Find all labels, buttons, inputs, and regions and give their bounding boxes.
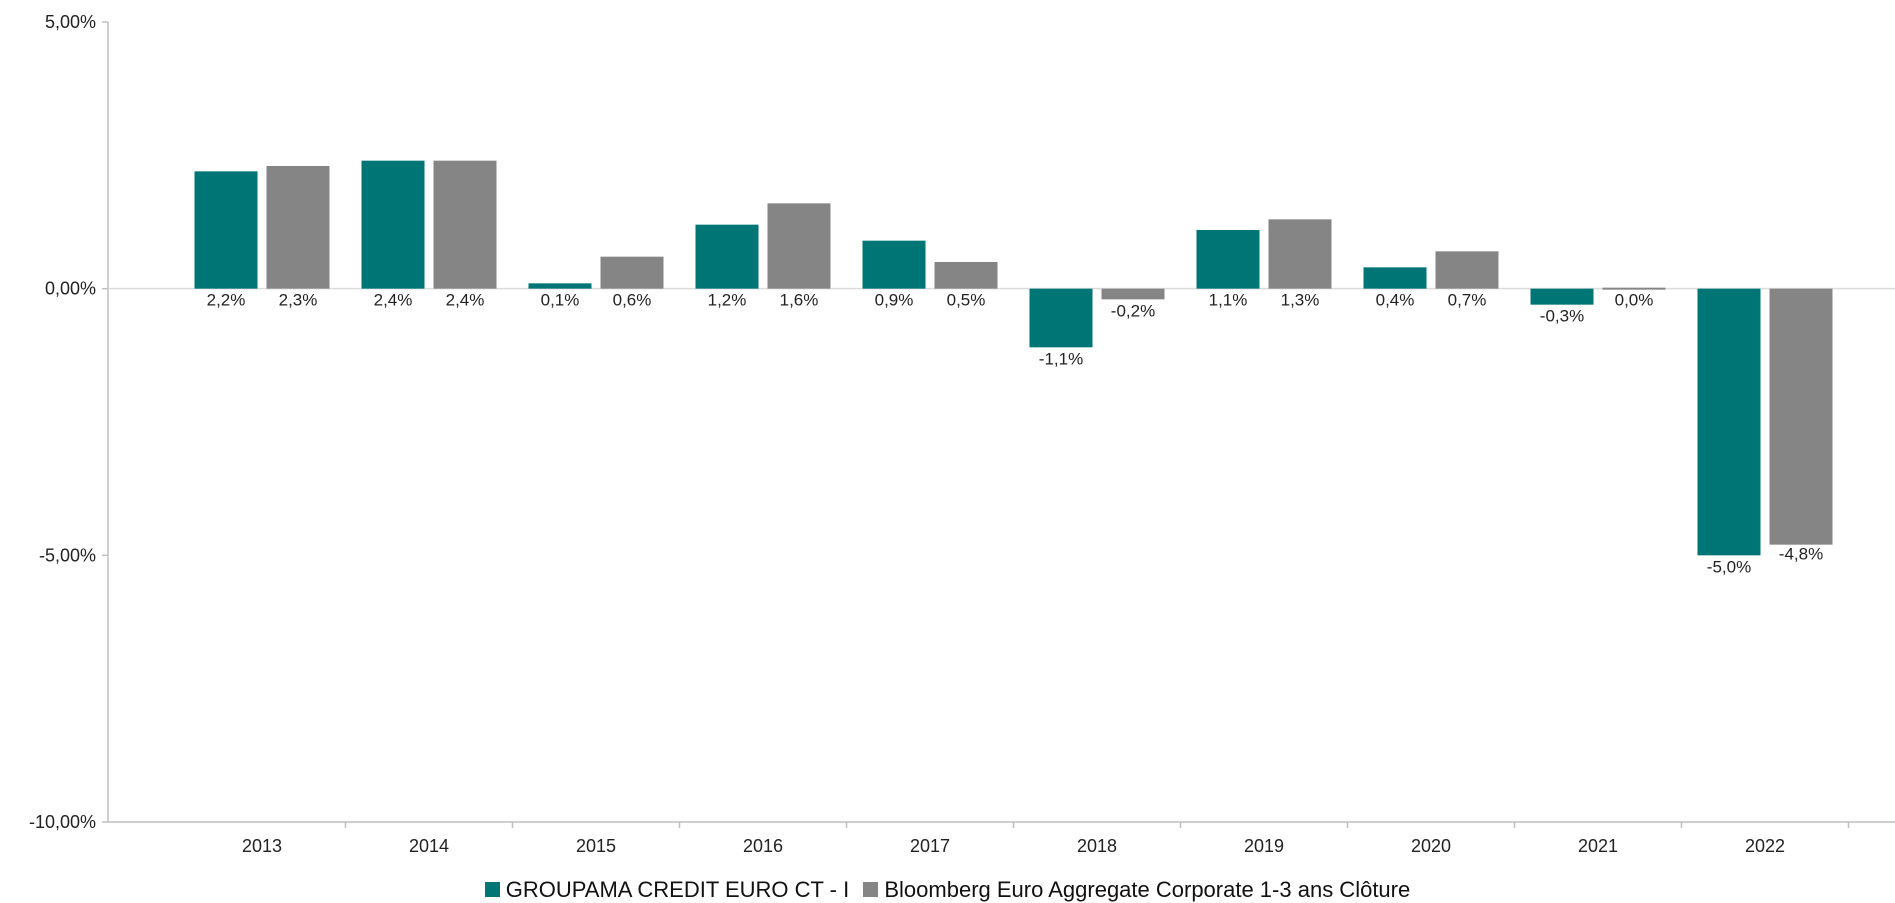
data-label-series-1: 0,4% xyxy=(1376,291,1415,310)
data-label-series-1: 2,4% xyxy=(374,291,413,310)
data-label-series-2: -0,2% xyxy=(1111,301,1155,320)
x-tick-label: 2014 xyxy=(409,836,449,856)
bar-series-2 xyxy=(1769,288,1833,545)
bar-series-1 xyxy=(1363,267,1427,289)
legend: GROUPAMA CREDIT EURO CT - I Bloomberg Eu… xyxy=(0,877,1895,903)
x-tick-label: 2013 xyxy=(242,836,282,856)
data-label-series-1: -5,0% xyxy=(1707,557,1751,576)
bar-series-1 xyxy=(1530,288,1594,305)
y-tick-label: -5,00% xyxy=(39,545,96,565)
legend-label-series-1: GROUPAMA CREDIT EURO CT - I xyxy=(505,877,850,902)
bar-series-1 xyxy=(1029,288,1093,348)
data-label-series-2: 0,7% xyxy=(1448,291,1487,310)
bar-series-2 xyxy=(1602,287,1666,290)
bar-series-1 xyxy=(695,224,759,289)
x-tick-label: 2015 xyxy=(576,836,616,856)
legend-item-series-2: Bloomberg Euro Aggregate Corporate 1-3 a… xyxy=(863,877,1410,903)
x-tick-label: 2021 xyxy=(1578,836,1618,856)
bar-series-1 xyxy=(528,283,592,289)
bar-series-2 xyxy=(1435,251,1499,289)
data-label-series-1: 2,2% xyxy=(207,291,246,310)
y-tick-label: 5,00% xyxy=(45,12,96,32)
legend-swatch-series-2 xyxy=(863,882,879,897)
bar-series-2 xyxy=(433,160,497,289)
bar-series-1 xyxy=(862,240,926,289)
data-label-series-2: 0,0% xyxy=(1615,291,1654,310)
data-label-series-1: 1,2% xyxy=(708,291,747,310)
bar-series-1 xyxy=(361,160,425,289)
bar-series-1 xyxy=(1196,230,1260,289)
legend-label-series-2: Bloomberg Euro Aggregate Corporate 1-3 a… xyxy=(884,877,1411,902)
data-label-series-1: -1,1% xyxy=(1039,349,1083,368)
data-label-series-1: -0,3% xyxy=(1540,307,1584,326)
data-label-series-2: 1,6% xyxy=(780,291,819,310)
bar-series-2 xyxy=(600,256,664,289)
bar-series-1 xyxy=(194,171,258,289)
legend-item-series-1: GROUPAMA CREDIT EURO CT - I xyxy=(484,877,850,903)
x-tick-label: 2020 xyxy=(1411,836,1451,856)
bar-series-2 xyxy=(1101,288,1165,300)
data-label-series-1: 0,1% xyxy=(541,291,580,310)
data-label-series-2: 2,3% xyxy=(279,291,318,310)
x-tick-label: 2017 xyxy=(910,836,950,856)
data-label-series-2: 2,4% xyxy=(446,291,485,310)
x-tick-label: 2022 xyxy=(1745,836,1785,856)
y-tick-label: -10,00% xyxy=(29,812,96,832)
bar-series-1 xyxy=(1697,288,1761,556)
data-label-series-2: 0,6% xyxy=(613,291,652,310)
y-tick-label: 0,00% xyxy=(45,279,96,299)
x-tick-label: 2018 xyxy=(1077,836,1117,856)
data-label-series-2: -4,8% xyxy=(1779,545,1823,564)
bar-series-2 xyxy=(767,203,831,289)
x-tick-label: 2016 xyxy=(743,836,783,856)
x-tick-label: 2019 xyxy=(1244,836,1284,856)
data-label-series-2: 0,5% xyxy=(947,291,986,310)
bar-series-2 xyxy=(266,166,330,289)
legend-swatch-series-1 xyxy=(484,882,500,897)
data-label-series-2: 1,3% xyxy=(1281,291,1320,310)
data-label-series-1: 0,9% xyxy=(875,291,914,310)
bar-series-2 xyxy=(1268,219,1332,289)
data-label-series-1: 1,1% xyxy=(1209,291,1248,310)
bar-series-2 xyxy=(934,262,998,289)
